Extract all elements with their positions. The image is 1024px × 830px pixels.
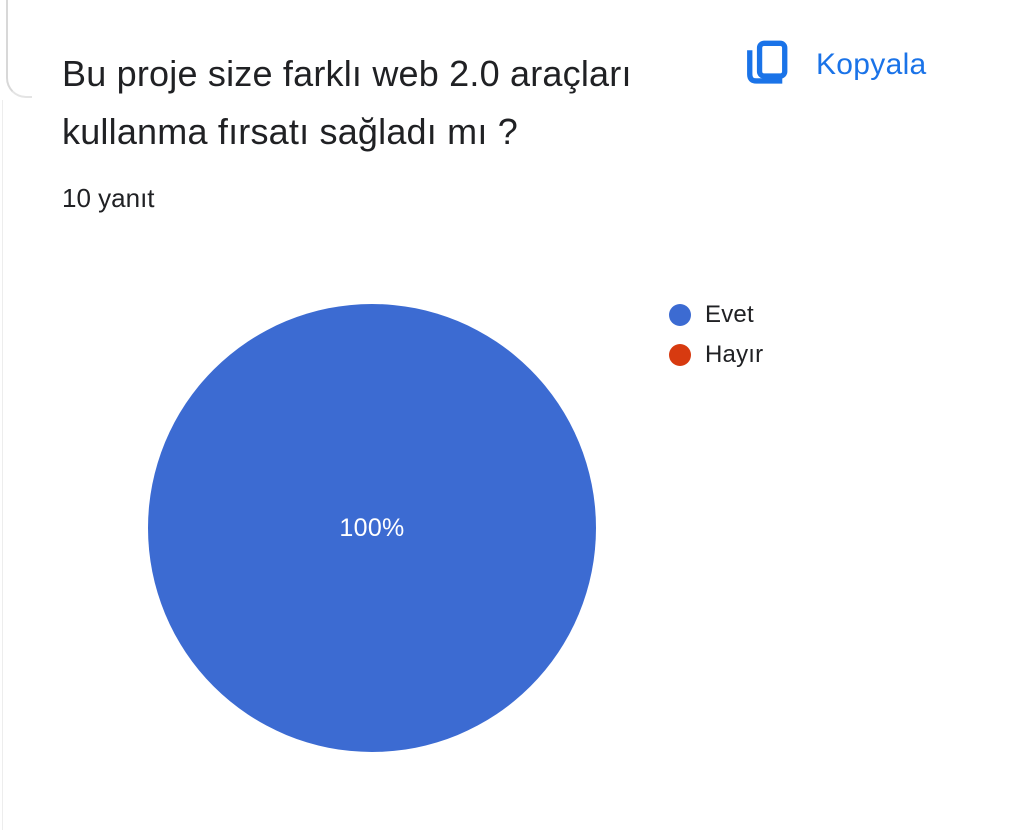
legend-dot-hayir xyxy=(669,344,691,366)
pie-chart: 100% xyxy=(148,304,596,752)
response-count: 10 yanıt xyxy=(62,183,155,213)
pie-slice-label: 100% xyxy=(339,513,405,542)
legend-item-evet: Evet xyxy=(669,301,763,329)
chart-legend: Evet Hayır xyxy=(669,301,763,369)
question-title-line1: Bu proje size farklı web 2.0 araçları xyxy=(62,53,632,94)
question-title: Bu proje size farklı web 2.0 araçları ku… xyxy=(62,45,632,161)
legend-item-hayir: Hayır xyxy=(669,341,763,369)
card-edge-artifact xyxy=(6,0,32,98)
card-left-border xyxy=(2,100,3,830)
copy-icon xyxy=(743,40,788,90)
question-title-line2: kullanma fırsatı sağladı mı ? xyxy=(62,111,518,152)
legend-label-evet: Evet xyxy=(705,301,754,328)
legend-label-hayir: Hayır xyxy=(705,341,764,368)
copy-chart-button[interactable]: Kopyala xyxy=(743,38,927,92)
legend-dot-evet xyxy=(669,304,691,326)
copy-button-label: Kopyala xyxy=(816,48,927,81)
